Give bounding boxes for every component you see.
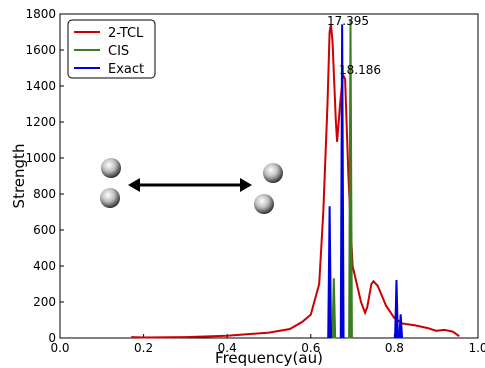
y-tick-label: 0 (48, 331, 56, 345)
y-tick-label: 600 (33, 223, 56, 237)
annotation: 18.186 (339, 63, 381, 77)
y-tick-label: 1000 (25, 151, 56, 165)
y-tick-label: 800 (33, 187, 56, 201)
series-line (131, 24, 460, 339)
x-axis-label: Frequency(au) (215, 349, 323, 367)
y-tick-label: 1400 (25, 79, 56, 93)
x-tick-label: 1.0 (468, 341, 485, 355)
y-axis-label: Strength (10, 144, 28, 209)
stick-peak (348, 20, 353, 339)
annotation: 17.395 (327, 14, 369, 28)
x-tick-label: 0.2 (134, 341, 153, 355)
y-tick-label: 1600 (25, 43, 56, 57)
stick-peak (331, 278, 337, 339)
molecule-illustration (100, 158, 283, 214)
y-tick-label: 1800 (25, 7, 56, 21)
legend-box (67, 19, 156, 79)
x-tick-label: 0.4 (218, 341, 237, 355)
x-tick-label: 0.8 (385, 341, 404, 355)
stick-peak (327, 206, 333, 339)
y-tick-label: 400 (33, 259, 56, 273)
x-tick-label: 0.0 (50, 341, 69, 355)
stick-peak (339, 24, 345, 339)
legend-label: 2-TCL (108, 26, 144, 41)
legend-label: Exact (108, 62, 144, 77)
stick-peak (398, 314, 404, 339)
y-tick-label: 200 (33, 295, 56, 309)
legend-label: CIS (108, 44, 129, 59)
stick-peak (394, 280, 399, 339)
x-tick-label: 0.6 (301, 341, 320, 355)
y-tick-label: 1200 (25, 115, 56, 129)
